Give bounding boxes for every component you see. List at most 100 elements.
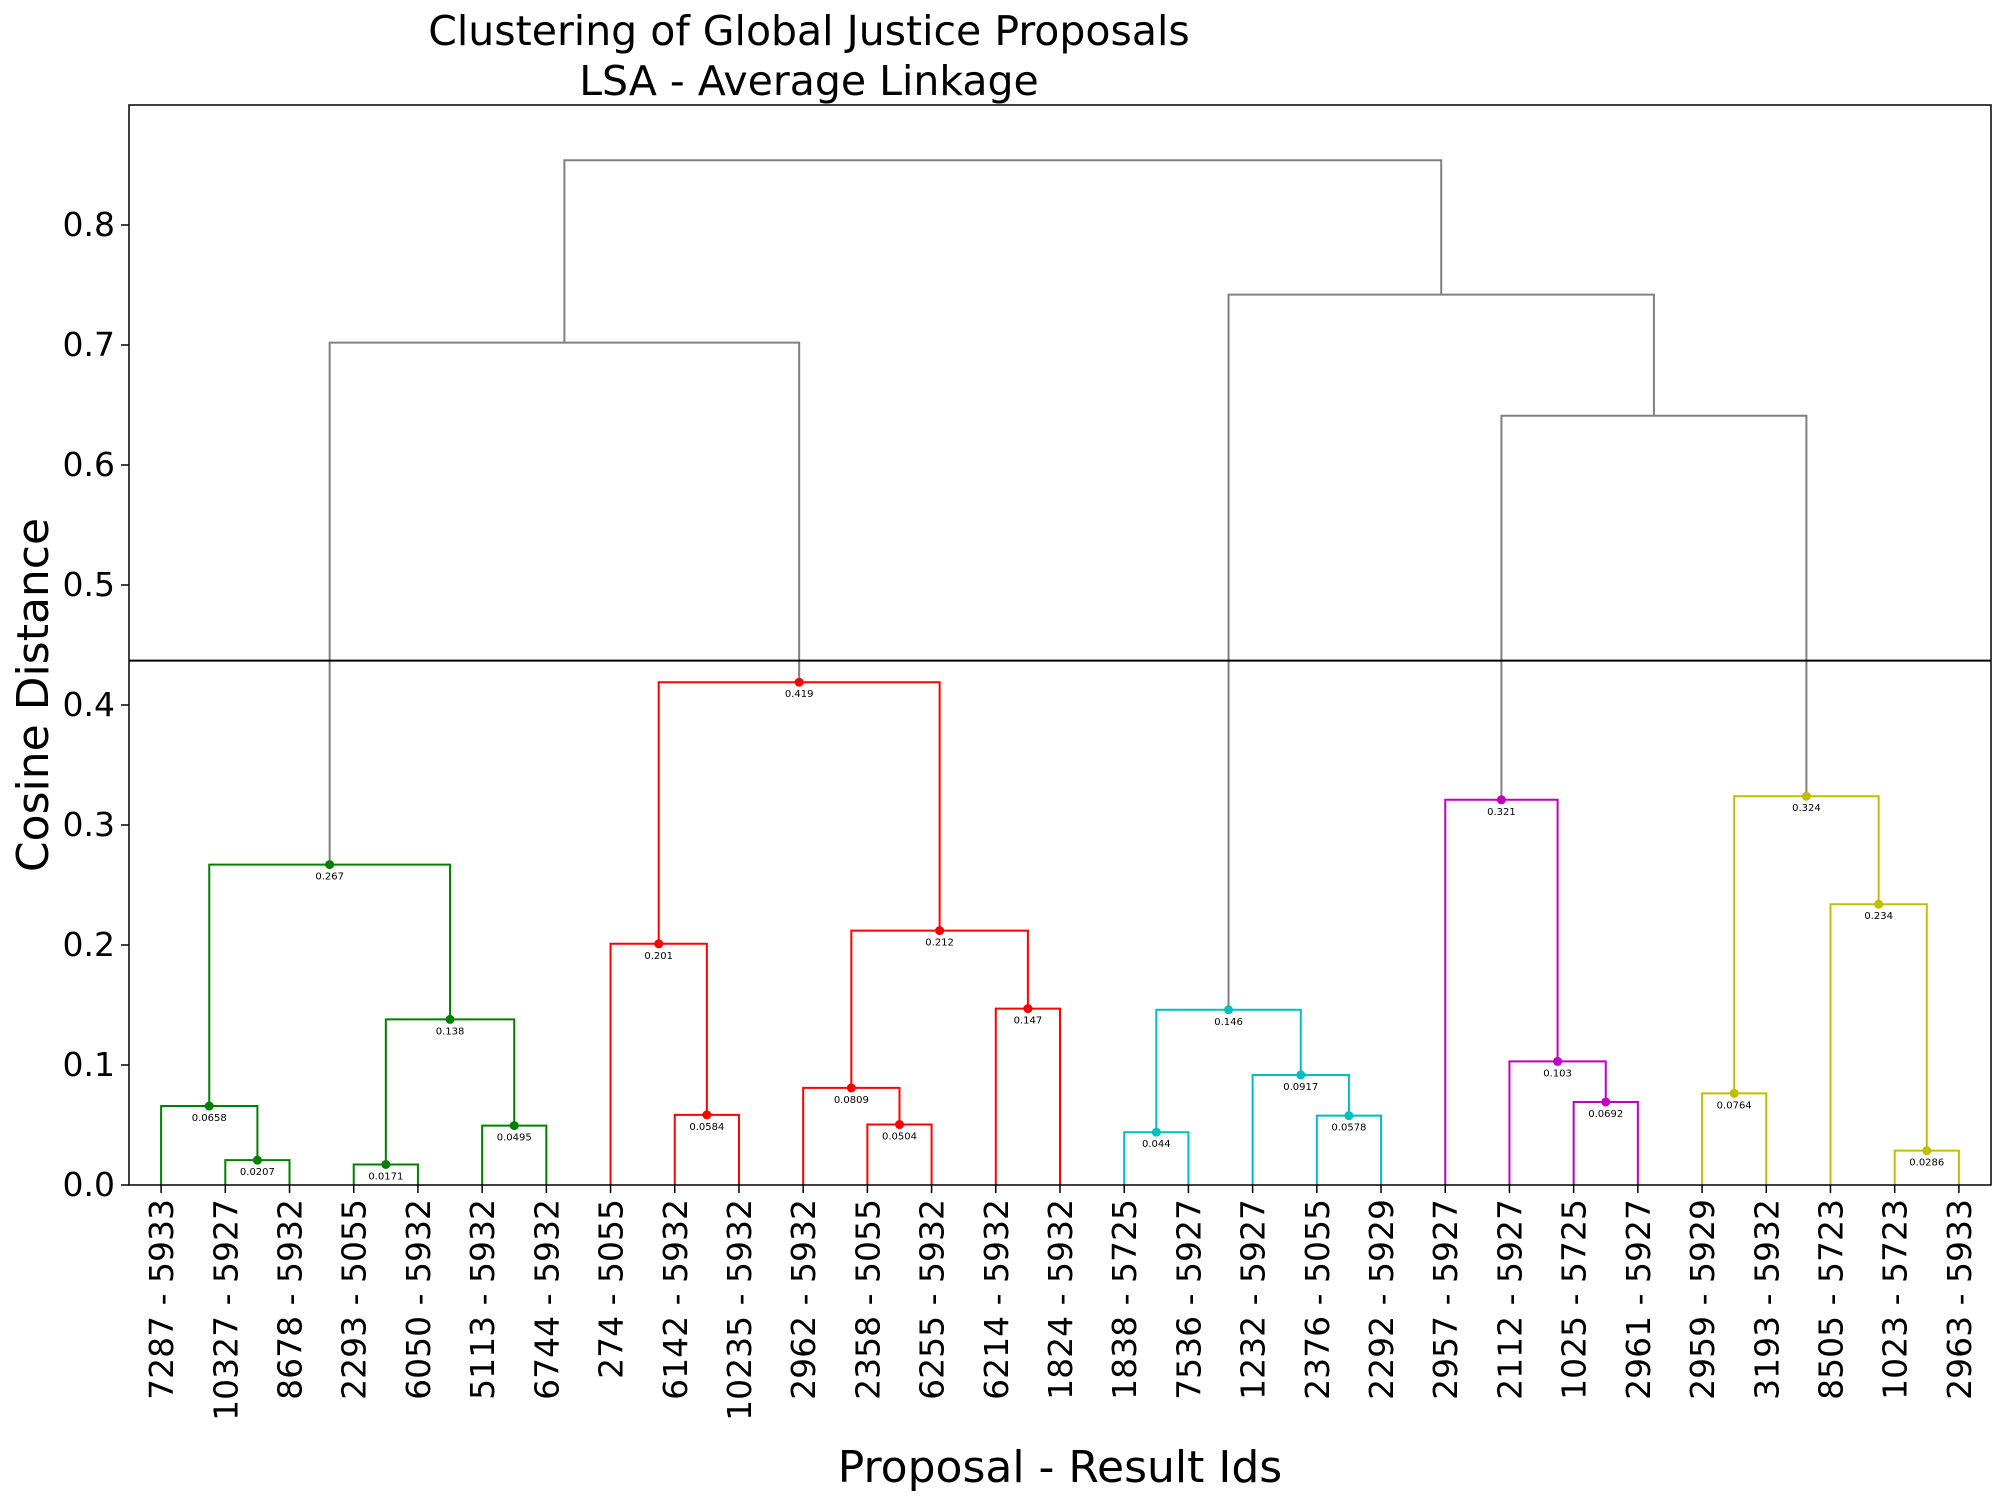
merge-height-label: 0.0578: [1331, 1123, 1366, 1134]
merge-node-dot: [1922, 1146, 1932, 1156]
merge-node-dot: [204, 1101, 214, 1111]
x-tick-label: 2961 - 5927: [1619, 1199, 1658, 1400]
merge-height-label: 0.419: [785, 689, 814, 700]
x-tick-label: 10235 - 5932: [720, 1199, 759, 1421]
dendrogram-link: [208, 863, 452, 1107]
merge-height-label: 0.324: [1792, 803, 1821, 814]
x-tick-label: 2957 - 5927: [1426, 1199, 1465, 1400]
merge-height-label: 0.0171: [368, 1171, 403, 1182]
dendrogram-link: [384, 1018, 516, 1165]
dendrogram-link: [1227, 293, 1655, 1010]
x-tick-label: 6050 - 5932: [399, 1199, 438, 1400]
x-tick-label: 6214 - 5932: [977, 1199, 1016, 1400]
dendrogram-links: [160, 159, 1960, 1185]
x-tick-label: 1838 - 5725: [1105, 1199, 1144, 1400]
y-tick-label: 0.5: [63, 565, 115, 604]
y-tick-label: 0.2: [63, 925, 115, 964]
x-tick-label: 2292 - 5929: [1362, 1199, 1401, 1400]
merge-node-dot: [325, 860, 335, 870]
merge-node-dot: [1801, 791, 1811, 801]
merge-height-label: 0.201: [644, 951, 673, 962]
merge-node-dot: [1496, 795, 1506, 805]
x-tick-label: 10327 - 5927: [206, 1199, 245, 1421]
merge-height-label: 0.146: [1214, 1017, 1243, 1028]
chart-subtitle: LSA - Average Linkage: [579, 57, 1039, 105]
merge-node-dot: [1023, 1004, 1033, 1014]
merge-node-dot: [654, 939, 664, 949]
merge-height-label: 0.044: [1142, 1139, 1171, 1150]
x-tick-label: 2963 - 5933: [1940, 1199, 1979, 1400]
x-tick-label: 2358 - 5055: [848, 1199, 887, 1400]
y-tick-label: 0.4: [63, 685, 115, 724]
merge-node-dot: [1296, 1070, 1306, 1080]
x-tick-label: 2112 - 5927: [1490, 1199, 1529, 1400]
x-tick-label: 1232 - 5927: [1234, 1199, 1273, 1400]
x-tick-label: 1023 - 5723: [1876, 1199, 1915, 1400]
merge-node-dot: [1224, 1005, 1234, 1015]
chart-title: Clustering of Global Justice Proposals: [428, 7, 1189, 55]
merge-height-label: 0.0207: [240, 1167, 275, 1178]
x-tick-label: 6744 - 5932: [527, 1199, 566, 1400]
dendrogram-link: [1829, 903, 1928, 1185]
y-tick-label: 0.8: [63, 205, 115, 244]
x-tick-label: 7536 - 5927: [1169, 1199, 1208, 1400]
x-tick-label: 7287 - 5933: [142, 1199, 181, 1400]
x-tick-label: 8678 - 5932: [271, 1199, 310, 1400]
merge-node-dot: [1729, 1088, 1739, 1098]
merge-height-label: 0.0692: [1588, 1109, 1623, 1120]
y-tick-label: 0.7: [63, 325, 115, 364]
y-tick-label: 0.3: [63, 805, 115, 844]
dendrogram-link: [1733, 795, 1880, 1094]
merge-height-label: 0.0764: [1717, 1100, 1752, 1111]
x-tick-label: 5113 - 5932: [463, 1199, 502, 1400]
merge-height-label: 0.212: [925, 938, 954, 949]
merge-node-dot: [1553, 1056, 1563, 1066]
merge-node-dot: [1601, 1097, 1611, 1107]
x-axis-label: Proposal - Result Ids: [838, 1442, 1282, 1493]
x-tick-label: 274 - 5055: [592, 1199, 631, 1379]
x-tick-label: 2293 - 5055: [335, 1199, 374, 1400]
dendrogram-link: [657, 681, 941, 944]
y-axis-ticks: 0.0 0.1 0.2 0.3 0.4 0.5 0.6 0.7 0.8: [63, 205, 129, 1204]
merge-node-dot: [252, 1155, 262, 1165]
merge-node-dot: [794, 677, 804, 687]
y-tick-label: 0.6: [63, 445, 115, 484]
dendrogram-link: [1155, 1008, 1302, 1133]
merge-node-dot: [445, 1014, 455, 1024]
merge-node-dot: [894, 1120, 904, 1130]
merge-height-label: 0.234: [1864, 911, 1893, 922]
merge-node-dot: [846, 1083, 856, 1093]
merge-node-dot: [702, 1110, 712, 1120]
merge-height-label: 0.0495: [497, 1133, 532, 1144]
merge-nodes: 0.0207 0.0658 0.0171 0.0495 0.138 0.267 0.0584…: [192, 677, 1944, 1182]
x-tick-label: 6142 - 5932: [656, 1199, 695, 1400]
y-axis-label: Cosine Distance: [8, 518, 59, 872]
y-tick-label: 0.0: [63, 1165, 115, 1204]
merge-node-dot: [509, 1121, 519, 1131]
x-tick-label: 1824 - 5932: [1041, 1199, 1080, 1400]
x-tick-label: 8505 - 5723: [1811, 1199, 1850, 1400]
x-tick-label: 3193 - 5932: [1747, 1199, 1786, 1400]
x-tick-label: 2376 - 5055: [1298, 1199, 1337, 1400]
merge-height-label: 0.138: [436, 1026, 465, 1037]
x-axis-ticks: 7287 - 5933 10327 - 5927 8678 - 5932 2293 -…: [142, 1185, 1979, 1421]
merge-height-label: 0.0504: [882, 1132, 917, 1143]
merge-node-dot: [381, 1159, 391, 1169]
plot-frame: [128, 104, 1992, 1186]
dendrogram-link: [609, 942, 708, 1185]
x-tick-label: 1025 - 5725: [1555, 1199, 1594, 1400]
dendrogram-link: [563, 159, 1443, 343]
merge-node-dot: [1151, 1127, 1161, 1137]
x-tick-label: 6255 - 5932: [913, 1199, 952, 1400]
merge-height-label: 0.267: [315, 872, 344, 883]
merge-height-label: 0.0286: [1909, 1158, 1944, 1169]
merge-node-dot: [935, 926, 945, 936]
merge-height-label: 0.0917: [1283, 1082, 1318, 1093]
merge-height-label: 0.0809: [834, 1095, 869, 1106]
dendrogram-link: [1508, 1060, 1607, 1185]
merge-height-label: 0.147: [1014, 1016, 1043, 1027]
dendrogram-link: [1500, 414, 1808, 800]
x-tick-label: 2959 - 5929: [1683, 1199, 1722, 1400]
y-tick-label: 0.1: [63, 1045, 115, 1084]
